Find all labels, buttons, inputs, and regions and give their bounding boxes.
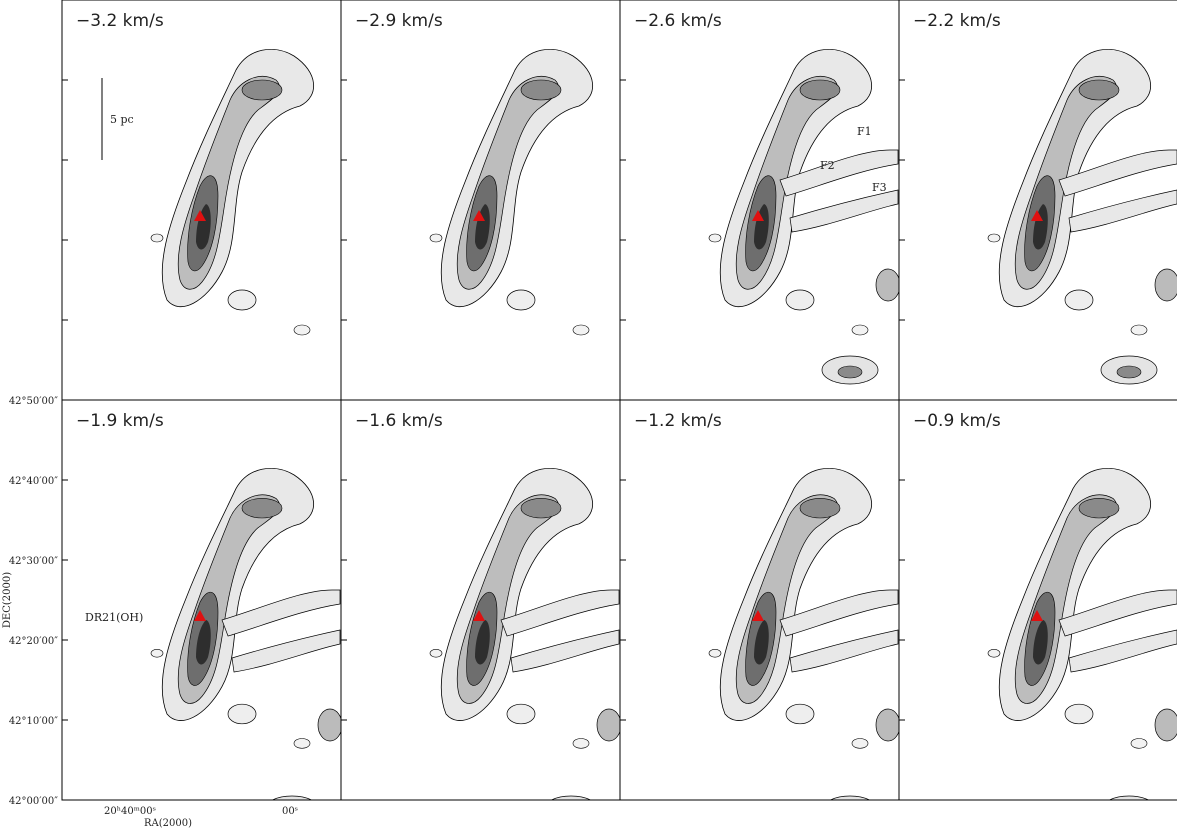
channel-map: −1.9 km/s	[61, 399, 342, 801]
y-tick-label: 42°10′00″	[9, 716, 58, 727]
labels: 42°50′00″ 42°40′00″ 42°30′00″ 42°20′00″ 42°1…	[9, 396, 298, 817]
source-marker	[1031, 610, 1043, 621]
y-axis-label: DEC(2000)	[2, 572, 13, 628]
channel-map: −2.9 km/s	[340, 0, 621, 401]
velocity-label: −0.9 km/s	[913, 411, 1001, 431]
source-marker	[473, 610, 485, 621]
source-marker	[194, 610, 206, 621]
source-marker	[752, 210, 764, 221]
velocity-label: −2.9 km/s	[355, 11, 443, 31]
channel-map: −2.2 km/s	[898, 0, 1177, 401]
panel-frame	[898, 399, 1177, 801]
velocity-label: −2.2 km/s	[913, 11, 1001, 31]
channel-map: −1.2 km/s	[619, 399, 900, 801]
x-axis-label: RA(2000)	[144, 818, 192, 829]
velocity-label: −2.6 km/s	[634, 11, 722, 31]
filament-label: F1	[857, 125, 872, 138]
y-tick-label: 42°00′00″	[9, 796, 58, 807]
velocity-label: −1.2 km/s	[634, 411, 722, 431]
y-tick-label: 42°30′00″	[9, 556, 58, 567]
y-tick-label: 42°50′00″	[9, 396, 58, 407]
y-tick-label: 42°40′00″	[9, 476, 58, 487]
panels: −3.2 km/s −2.9 km/s −2.6 km/s −2.2 km/s −1.9…	[61, 0, 1177, 801]
channel-map: −3.2 km/s	[61, 0, 342, 401]
filament-label: F2	[820, 159, 835, 172]
velocity-label: −1.9 km/s	[76, 411, 164, 431]
channel-map: −1.6 km/s	[340, 399, 621, 801]
velocity-label: −1.6 km/s	[355, 411, 443, 431]
channel-map: −2.6 km/s	[619, 0, 900, 401]
source-marker	[1031, 210, 1043, 221]
source-marker	[473, 210, 485, 221]
x-tick-label: 20ʰ40ᵐ00ˢ	[104, 806, 156, 817]
y-tick-label: 42°20′00″	[9, 636, 58, 647]
filament-label: F3	[872, 181, 887, 194]
channel-map: −0.9 km/s	[898, 399, 1177, 801]
source-marker	[194, 210, 206, 221]
source-marker	[752, 610, 764, 621]
velocity-label: −3.2 km/s	[76, 11, 164, 31]
x-tick-label: 00ˢ	[282, 806, 298, 817]
source-label: DR21(OH)	[85, 611, 143, 624]
scale-label: 5 pc	[110, 113, 134, 126]
